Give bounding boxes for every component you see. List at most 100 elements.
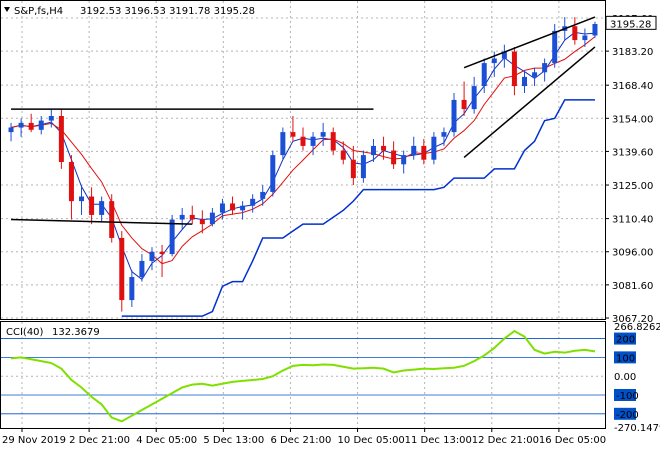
candle-body-23 <box>240 205 246 211</box>
cci-level-tag-1 <box>614 332 636 345</box>
candle-body-14 <box>149 251 155 261</box>
cci-header: CCI(40) 132.3679 <box>6 327 100 338</box>
cci-grid <box>1 322 605 428</box>
candle-body-57 <box>582 35 588 41</box>
candle-body-1 <box>18 122 24 128</box>
price-pane[interactable] <box>1 1 605 319</box>
time-axis: 29 Nov 2019 2 Dec 21:00 4 Dec 05:00 5 Dec 1… <box>2 428 606 446</box>
candle-body-10 <box>109 201 115 238</box>
candle-body-13 <box>139 260 145 278</box>
time-tick-label-3: 5 Dec 13:00 <box>203 435 264 446</box>
candle-body-25 <box>260 191 266 199</box>
candle-body-53 <box>542 63 548 73</box>
candle-body-35 <box>360 155 366 179</box>
trendlines[interactable] <box>11 16 596 225</box>
candle-body-37 <box>381 145 387 151</box>
candle-body-58 <box>592 23 598 36</box>
cci-level-tag-label-4: -100 <box>616 391 639 402</box>
candle-body-16 <box>169 219 175 255</box>
chart-header: S&P,fs,H4 3192.53 3196.53 3191.78 3195.2… <box>4 6 255 17</box>
cci-level-tag-5 <box>614 407 636 420</box>
last-price-tag: 3195.28 <box>605 15 657 30</box>
candle-body-32 <box>330 132 336 151</box>
channel-lower-line <box>463 46 596 158</box>
cci-pane[interactable] <box>1 322 605 428</box>
candle-body-50 <box>511 51 517 87</box>
channel-upper-line <box>463 16 596 69</box>
candle-body-45 <box>461 99 467 110</box>
cci-line <box>10 329 596 423</box>
candle-body-5 <box>58 116 64 163</box>
candle-body-29 <box>300 136 306 146</box>
candle-body-49 <box>501 51 507 59</box>
candle-body-52 <box>532 72 538 77</box>
candle-body-19 <box>199 219 205 225</box>
candle-body-12 <box>129 277 135 301</box>
candle-body-0 <box>8 127 14 133</box>
cci-level-tag-label-1: 200 <box>616 335 635 346</box>
cci-series-line <box>10 329 596 423</box>
candle-body-33 <box>340 150 346 160</box>
candle-body-26 <box>270 155 276 192</box>
candle-body-46 <box>471 86 477 110</box>
ohlc-values: 3192.53 3196.53 3191.78 3195.28 <box>80 6 255 17</box>
candle-body-2 <box>28 122 34 130</box>
candle-body-9 <box>99 201 105 215</box>
candle-body-40 <box>411 145 417 156</box>
support-trendline <box>11 218 193 225</box>
candle-body-51 <box>521 76 527 87</box>
candle-body-11 <box>119 237 125 301</box>
price-tick-label-7: 3168.40 <box>612 81 653 92</box>
candlesticks <box>8 17 598 312</box>
cci-level-tag-label-5: -200 <box>616 410 639 421</box>
candle-body-4 <box>48 116 54 121</box>
price-tick-label-5: 3139.60 <box>612 147 653 158</box>
time-tick-label-0: 29 Nov 2019 <box>2 435 66 446</box>
last-price-tag-text: 3195.28 <box>610 19 651 30</box>
candle-body-31 <box>320 132 326 137</box>
time-tick-label-2: 4 Dec 05:00 <box>136 435 197 446</box>
candle-body-41 <box>421 145 427 160</box>
price-pane-frame <box>0 0 606 320</box>
symbol-label: S&P,fs,H4 <box>14 6 63 17</box>
cci-level-tag-2 <box>614 351 636 364</box>
envelope-line <box>121 99 595 317</box>
candle-body-3 <box>38 120 44 130</box>
cci-level-tag-label-2: 100 <box>616 353 635 364</box>
ma-slow-line <box>10 36 596 265</box>
candle-body-24 <box>250 198 256 206</box>
candle-body-17 <box>179 214 185 220</box>
candle-body-15 <box>159 251 165 255</box>
candle-body-36 <box>370 145 376 156</box>
price-tick-label-8: 3183.20 <box>612 47 653 58</box>
cci-pane-frame <box>0 321 606 429</box>
candle-body-22 <box>230 203 236 211</box>
candle-body-34 <box>350 159 356 179</box>
candle-body-8 <box>89 196 95 215</box>
price-tick-label-4: 3125.00 <box>612 181 653 192</box>
candle-body-42 <box>431 136 437 160</box>
last-price-tag-box <box>605 15 657 30</box>
triangle-down-icon[interactable] <box>4 7 10 12</box>
cci-label: CCI(40) <box>6 327 44 338</box>
candle-body-54 <box>552 30 558 64</box>
time-tick-label-1: 2 Dec 21:00 <box>69 435 130 446</box>
candle-body-20 <box>209 212 215 225</box>
cci-tick-label-6: -270.1479 <box>614 423 660 434</box>
candle-body-21 <box>219 203 225 213</box>
candle-body-27 <box>280 132 286 156</box>
candle-body-39 <box>401 155 407 165</box>
price-tick-label-2: 3096.00 <box>612 248 653 259</box>
candle-body-7 <box>79 196 85 202</box>
time-tick-label-4: 6 Dec 21:00 <box>270 435 331 446</box>
time-tick-label-5: 10 Dec 05:00 <box>338 435 405 446</box>
candle-body-28 <box>290 132 296 137</box>
candle-body-47 <box>481 63 487 87</box>
candle-body-18 <box>189 214 195 220</box>
price-tick-label-1: 3081.60 <box>612 281 653 292</box>
price-tick-label-3: 3110.40 <box>612 215 653 226</box>
cci-tick-label-3: 0.00 <box>614 372 636 383</box>
cci-value: 132.3679 <box>52 327 100 338</box>
